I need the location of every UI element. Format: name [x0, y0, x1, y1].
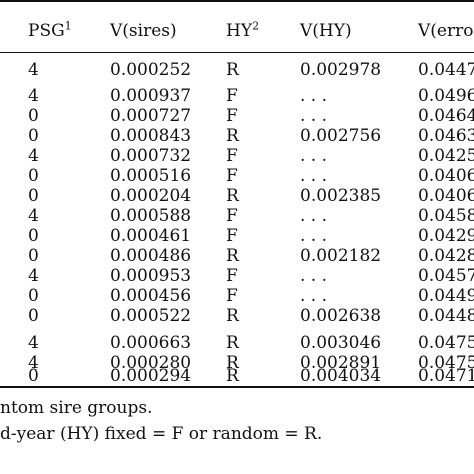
cell-verror: 0.0463: [418, 126, 474, 146]
cell-verror: 0.0448: [418, 306, 474, 326]
cell-verror: 0.0475: [418, 353, 474, 373]
cell-hy: R: [226, 366, 239, 386]
cell-verror: 0.0447: [418, 60, 474, 80]
cell-vhy: 0.002182: [300, 246, 382, 266]
cell-psg: 4: [28, 206, 39, 226]
cell-psg: 4: [28, 353, 39, 373]
cell-vhy: . . .: [300, 146, 328, 166]
cell-hy: R: [226, 246, 239, 266]
cell-psg: 0: [28, 306, 39, 326]
cell-verror: 0.0464: [418, 106, 474, 126]
cell-verror: 0.0428: [418, 246, 474, 266]
table-top-rule: [0, 0, 474, 2]
cell-vsires: 0.000522: [110, 306, 192, 326]
cell-vhy: 0.002385: [300, 186, 382, 206]
cell-hy: R: [226, 60, 239, 80]
cell-vhy: . . .: [300, 106, 328, 126]
cell-vsires: 0.000588: [110, 206, 192, 226]
cell-verror: 0.0449: [418, 286, 474, 306]
cell-hy: R: [226, 186, 239, 206]
cell-verror: 0.0429: [418, 226, 474, 246]
cell-vhy: 0.002756: [300, 126, 382, 146]
cell-vsires: 0.000953: [110, 266, 192, 286]
cell-vsires: 0.000663: [110, 333, 192, 353]
cell-vsires: 0.000456: [110, 286, 192, 306]
cell-vhy: . . .: [300, 286, 328, 306]
cell-psg: 4: [28, 333, 39, 353]
cell-vsires: 0.000516: [110, 166, 192, 186]
cell-hy: R: [226, 353, 239, 373]
cell-vhy: . . .: [300, 86, 328, 106]
cell-hy: F: [226, 266, 238, 286]
cell-psg: 0: [28, 106, 39, 126]
table-bottom-rule: [0, 386, 474, 388]
cell-verror: 0.0406: [418, 166, 474, 186]
cell-verror: 0.0471: [418, 366, 474, 386]
cell-verror: 0.0475: [418, 333, 474, 353]
cell-vsires: 0.000280: [110, 353, 192, 373]
header-verror: V(error: [418, 21, 474, 41]
cell-vsires: 0.000204: [110, 186, 192, 206]
cell-hy: R: [226, 306, 239, 326]
cell-vsires: 0.000727: [110, 106, 192, 126]
cell-psg: 0: [28, 366, 39, 386]
cell-psg: 0: [28, 286, 39, 306]
cell-hy: F: [226, 226, 238, 246]
header-psg: PSG1: [28, 19, 72, 41]
cell-psg: 4: [28, 86, 39, 106]
cell-psg: 0: [28, 126, 39, 146]
cell-hy: F: [226, 106, 238, 126]
cell-hy: F: [226, 86, 238, 106]
cell-psg: 0: [28, 166, 39, 186]
cell-hy: R: [226, 126, 239, 146]
cell-vhy: 0.003046: [300, 333, 382, 353]
cell-verror: 0.0425: [418, 146, 474, 166]
cell-vsires: 0.000294: [110, 366, 192, 386]
cell-vsires: 0.000252: [110, 60, 192, 80]
header-vhy: V(HY): [300, 21, 352, 41]
cell-hy: F: [226, 206, 238, 226]
cell-hy: F: [226, 286, 238, 306]
cell-vhy: . . .: [300, 166, 328, 186]
cell-hy: F: [226, 166, 238, 186]
cell-hy: R: [226, 333, 239, 353]
cell-vsires: 0.000732: [110, 146, 192, 166]
cell-vsires: 0.000937: [110, 86, 192, 106]
cell-verror: 0.0496: [418, 86, 474, 106]
cell-hy: F: [226, 146, 238, 166]
cell-psg: 0: [28, 186, 39, 206]
cell-vhy: 0.004034: [300, 366, 382, 386]
cell-verror: 0.0406: [418, 186, 474, 206]
cell-vsires: 0.000486: [110, 246, 192, 266]
cell-psg: 0: [28, 226, 39, 246]
footnote-1: ntom sire groups.: [0, 398, 153, 418]
cell-vhy: 0.002638: [300, 306, 382, 326]
cell-vhy: . . .: [300, 266, 328, 286]
cell-verror: 0.0458: [418, 206, 474, 226]
cell-verror: 0.0457: [418, 266, 474, 286]
cell-vhy: . . .: [300, 226, 328, 246]
header-hy: HY2: [226, 19, 260, 41]
cell-vhy: 0.002891: [300, 353, 382, 373]
header-vsires: V(sires): [110, 21, 177, 41]
cell-vhy: 0.002978: [300, 60, 382, 80]
table-header-rule: [0, 52, 474, 53]
cell-vsires: 0.000843: [110, 126, 192, 146]
footnote-2: d-year (HY) fixed = F or random = R.: [0, 424, 323, 444]
cell-psg: 4: [28, 60, 39, 80]
cell-vhy: . . .: [300, 206, 328, 226]
cell-psg: 0: [28, 246, 39, 266]
cell-psg: 4: [28, 146, 39, 166]
cell-vsires: 0.000461: [110, 226, 192, 246]
cell-psg: 4: [28, 266, 39, 286]
